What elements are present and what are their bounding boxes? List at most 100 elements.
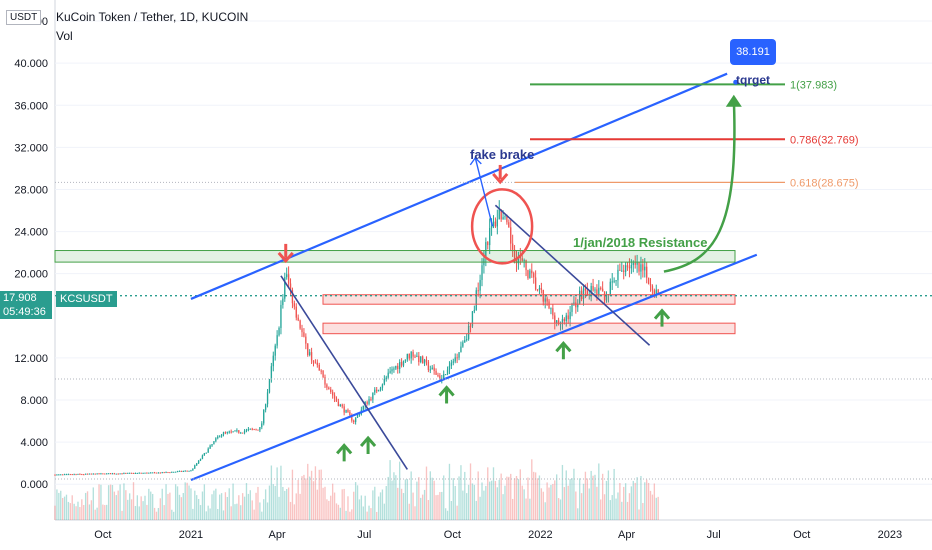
candle-body [67,474,70,476]
x-tick-label: Jul [357,529,371,541]
candle-body [151,472,154,474]
volume-bar [129,493,131,520]
candle-body [563,318,566,322]
volume-bar [538,475,541,520]
candle-body [624,265,627,272]
volume-bar [506,476,508,520]
candle-body [454,357,456,362]
candle-body [531,270,533,274]
candle-body [276,335,278,346]
volume-bar [333,492,336,520]
candle-body [630,265,633,269]
volume-bar [79,507,81,520]
candle-body [134,472,137,474]
volume-bar [328,500,330,520]
candle-body [299,320,301,329]
volume-bar [301,476,303,520]
candle-body [615,280,617,282]
volume-bar [368,505,370,520]
volume-bar [598,463,600,520]
candle-body [331,391,334,396]
down-arrow-head [492,172,509,185]
volume-bar [379,492,382,520]
volume-bar [642,503,644,520]
volume-bar [481,482,483,520]
volume-label: Vol [56,29,73,43]
volume-bar [222,510,225,520]
volume-bar [205,511,207,520]
volume-bar [425,466,428,520]
candle-body [439,375,441,380]
candle-body [473,309,476,312]
volume-bar [611,495,613,520]
volume-bar [96,507,98,520]
volume-bar [548,487,550,520]
candle-body [534,277,537,290]
volume-bar [174,484,177,520]
candle-body [148,472,150,474]
volume-bar [266,502,269,520]
candle-body [444,374,447,376]
volume-bar [71,495,73,520]
candle-body [213,441,215,445]
volume-bar [84,492,87,520]
volume-bar [335,503,338,520]
volume-bar [295,493,297,520]
y-tick-label: 32.000 [14,142,48,154]
volume-bar [138,506,140,520]
candle-body [479,280,481,291]
volume-bar [554,480,556,520]
candle-body [341,404,343,407]
volume-bar [347,496,349,520]
candle-body [297,317,299,321]
candle-body [211,444,213,446]
candle-body [523,259,525,261]
volume-bar [140,496,142,520]
candle-body [550,308,552,310]
candle-body [159,472,161,474]
target-label: tqrget [736,73,770,87]
volume-bar [259,502,261,520]
volume-bar [146,504,148,520]
volume-bar [58,492,60,520]
x-tick-label: 2023 [878,529,902,541]
candle-body [54,474,56,476]
candle-body [517,256,520,264]
candle-body [257,429,259,431]
candle-body [628,267,631,269]
candle-body [414,356,416,358]
candle-body [556,320,558,324]
candle-body [117,473,119,475]
candle-body [577,303,579,308]
candle-body [561,318,564,324]
candle-body [65,474,68,476]
candle-body [140,472,142,474]
volume-bar [473,484,476,520]
volume-bar [575,491,577,520]
candle-body [199,458,202,461]
candle-body [224,432,227,434]
candle-body [515,259,518,264]
up-arrow-head [336,443,353,455]
candle-body [511,243,514,250]
candle-body [496,219,498,227]
volume-bar [230,506,232,520]
volume-bar [207,505,209,520]
volume-bar [600,499,602,520]
candle-body [638,262,640,272]
candle-body [393,368,395,370]
candle-body [163,472,165,474]
candle-body [542,289,544,302]
candle-body [481,265,483,281]
candle-body [322,370,324,378]
volume-bar [444,508,447,520]
candle-body [203,453,206,456]
target-arrow [663,98,736,273]
candle-body [335,398,338,402]
volume-bar [490,480,493,520]
candle-body [102,473,104,475]
volume-bar [276,467,278,520]
candle-body [236,430,238,432]
volume-bar [220,493,223,520]
